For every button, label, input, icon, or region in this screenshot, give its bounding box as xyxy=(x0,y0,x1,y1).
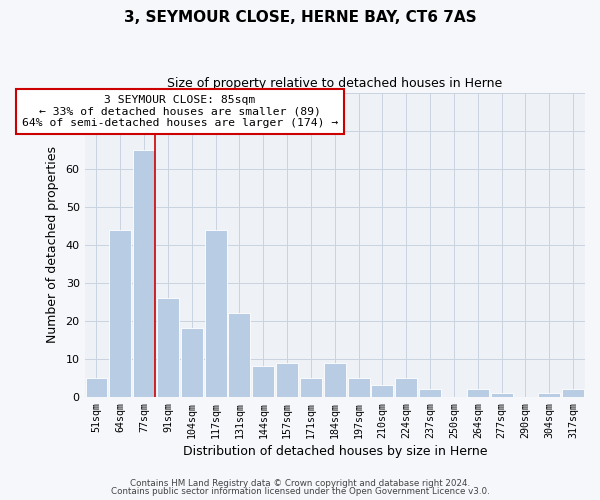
Bar xyxy=(324,362,346,396)
Bar xyxy=(300,378,322,396)
Text: Contains HM Land Registry data © Crown copyright and database right 2024.: Contains HM Land Registry data © Crown c… xyxy=(130,478,470,488)
Text: 3 SEYMOUR CLOSE: 85sqm
← 33% of detached houses are smaller (89)
64% of semi-det: 3 SEYMOUR CLOSE: 85sqm ← 33% of detached… xyxy=(22,95,338,128)
Bar xyxy=(157,298,179,396)
Bar xyxy=(419,389,441,396)
Bar xyxy=(347,378,370,396)
X-axis label: Distribution of detached houses by size in Herne: Distribution of detached houses by size … xyxy=(182,444,487,458)
Y-axis label: Number of detached properties: Number of detached properties xyxy=(46,146,59,344)
Bar xyxy=(395,378,417,396)
Bar xyxy=(253,366,274,396)
Title: Size of property relative to detached houses in Herne: Size of property relative to detached ho… xyxy=(167,78,502,90)
Bar xyxy=(86,378,107,396)
Text: Contains public sector information licensed under the Open Government Licence v3: Contains public sector information licen… xyxy=(110,487,490,496)
Bar xyxy=(491,393,512,396)
Bar xyxy=(229,313,250,396)
Bar xyxy=(562,389,584,396)
Text: 3, SEYMOUR CLOSE, HERNE BAY, CT6 7AS: 3, SEYMOUR CLOSE, HERNE BAY, CT6 7AS xyxy=(124,10,476,25)
Bar xyxy=(538,393,560,396)
Bar xyxy=(276,362,298,396)
Bar xyxy=(467,389,489,396)
Bar xyxy=(133,150,155,396)
Bar xyxy=(371,386,394,396)
Bar xyxy=(181,328,203,396)
Bar xyxy=(205,230,227,396)
Bar xyxy=(109,230,131,396)
